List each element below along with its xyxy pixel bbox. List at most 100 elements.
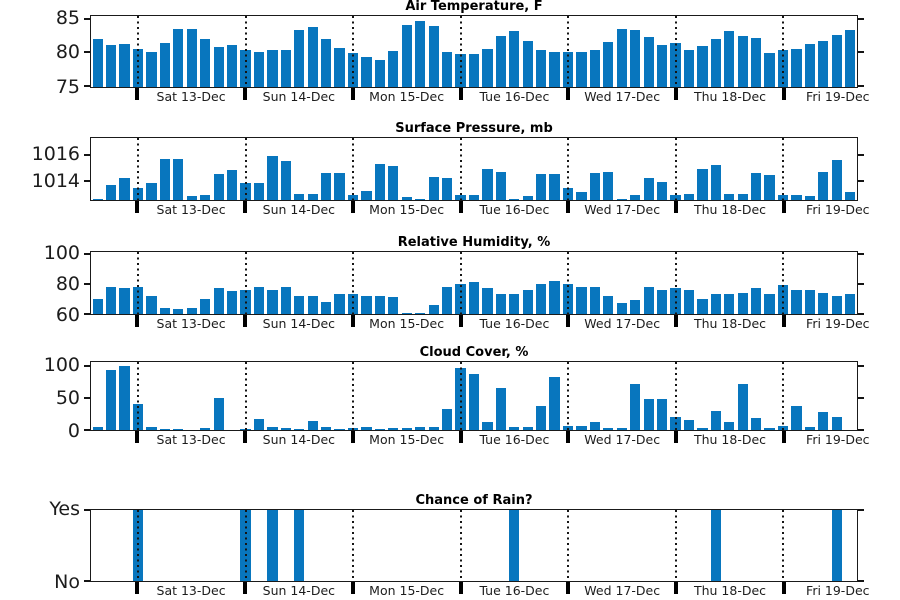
day-divider-dotted-line	[459, 252, 462, 314]
bar-slot	[373, 252, 386, 314]
bar-slot	[400, 138, 413, 200]
bar-slot	[696, 252, 709, 314]
day-divider-dotted-line	[244, 16, 247, 87]
bar-slot	[830, 138, 843, 200]
bar	[495, 36, 506, 87]
bar-slot	[548, 16, 561, 87]
y-tick-mark	[84, 153, 90, 156]
y-axis: Yes No	[0, 498, 84, 593]
y-tick-mark	[84, 84, 90, 87]
bar	[482, 288, 493, 314]
day-divider-dotted-line	[352, 138, 355, 200]
bar-slot	[333, 252, 346, 314]
bar	[576, 192, 587, 200]
y-tick-mark-right	[858, 51, 864, 54]
bar	[630, 194, 641, 200]
bar-slot	[682, 252, 695, 314]
y-tick-label: 1016	[31, 143, 80, 166]
bar-slot	[212, 510, 225, 581]
bar-slot	[225, 16, 238, 87]
bar	[441, 178, 453, 200]
day-divider-dotted-line	[352, 252, 355, 314]
bar-slot	[723, 16, 736, 87]
chart-title: Relative Humidity, %	[397, 235, 551, 250]
bar	[831, 510, 842, 581]
bar-slot	[279, 252, 292, 314]
bar-slot	[830, 510, 843, 581]
bar-slot	[199, 362, 212, 430]
bar-slot	[749, 510, 762, 581]
bar-slot	[306, 510, 319, 581]
plot-area	[84, 15, 864, 88]
bar	[388, 166, 399, 200]
bar-slot	[158, 138, 171, 200]
bar	[468, 282, 480, 314]
bar-slot	[414, 138, 427, 200]
day-divider-dotted-line	[674, 362, 677, 430]
y-tick-mark-right	[858, 313, 864, 315]
day-boundary-tick	[781, 582, 786, 594]
bar	[361, 56, 372, 87]
bar-slot	[803, 138, 816, 200]
bar	[710, 294, 721, 314]
bar-slot	[172, 252, 185, 314]
bar-slot	[790, 510, 803, 581]
day-divider-dotted-line	[244, 138, 247, 200]
bar	[374, 295, 385, 314]
bar-slot	[803, 252, 816, 314]
day-divider-dotted-line	[567, 16, 570, 87]
y-tick-mark	[84, 51, 90, 54]
day-divider-dotted-line	[674, 510, 677, 581]
bar-slot	[440, 362, 453, 430]
bar-slot	[145, 16, 158, 87]
bar-slot	[709, 16, 722, 87]
bar	[630, 30, 641, 87]
y-tick-label: 50	[55, 386, 80, 409]
bar	[804, 289, 815, 314]
bar-slot	[803, 362, 816, 430]
bar	[294, 30, 305, 87]
bar-slot	[266, 138, 279, 200]
y-tick-label: 80	[55, 41, 80, 64]
bar-slot	[91, 138, 104, 200]
y-tick-mark	[84, 252, 90, 255]
bar-slot	[118, 16, 131, 87]
bar	[509, 31, 520, 87]
bar	[683, 193, 695, 200]
day-boundary-tick	[458, 431, 463, 443]
bar-slot	[588, 138, 601, 200]
day-boundary-tick	[135, 431, 140, 443]
bar-slot	[615, 252, 628, 314]
bar-slot	[602, 16, 615, 87]
day-label: Sun 14-Dec	[262, 432, 336, 447]
bar-slot	[481, 16, 494, 87]
day-label: Tue 16-Dec	[479, 316, 550, 331]
day-divider-dotted-line	[459, 138, 462, 200]
bar-slot	[427, 138, 440, 200]
day-divider-dotted-line	[782, 138, 785, 200]
y-tick-mark-right	[858, 509, 864, 511]
bar	[536, 174, 547, 200]
chart-title: Air Temperature, F	[405, 0, 543, 14]
bar-slot	[682, 362, 695, 430]
bar-slot	[629, 16, 642, 87]
bar	[92, 298, 103, 314]
bar	[253, 51, 265, 87]
bar-slot	[279, 362, 292, 430]
bar	[321, 38, 332, 87]
bar	[361, 190, 372, 200]
bar-slot	[172, 510, 185, 581]
day-label: Wed 17-Dec	[584, 202, 661, 217]
bar-slot	[360, 362, 373, 430]
bar	[321, 172, 332, 200]
day-label: Sat 13-Dec	[156, 432, 226, 447]
day-label: Sat 13-Dec	[156, 89, 226, 104]
y-tick-mark	[84, 313, 90, 315]
bar-slot	[387, 510, 400, 581]
day-label: Mon 15-Dec	[369, 89, 445, 104]
y-tick-mark	[84, 179, 90, 182]
bar	[656, 398, 668, 430]
bar-slot	[655, 252, 668, 314]
bar	[186, 28, 197, 87]
bar-slot	[104, 252, 117, 314]
